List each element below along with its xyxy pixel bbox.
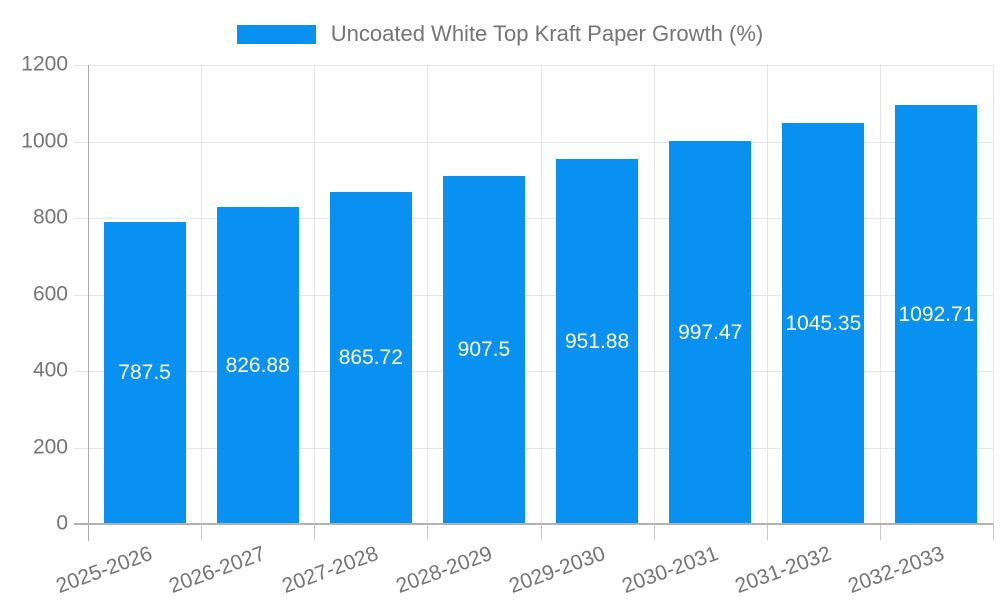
gridline-v <box>201 65 203 524</box>
gridline-v <box>766 65 768 524</box>
x-axis-tick <box>427 524 429 540</box>
x-axis-tick-label: 2025-2026 <box>53 542 156 598</box>
gridline-h <box>74 141 993 143</box>
x-axis-tick-label: 2030-2031 <box>618 542 722 598</box>
gridline-v <box>653 65 655 524</box>
x-axis-tick <box>766 524 768 540</box>
legend-swatch[interactable] <box>236 24 316 44</box>
x-axis-tick <box>993 524 994 540</box>
x-axis-tick-label: 2031-2032 <box>731 542 835 598</box>
bar[interactable] <box>895 105 978 523</box>
bar[interactable] <box>669 141 752 523</box>
x-axis-tick-label: 2028-2029 <box>392 542 495 598</box>
y-axis-tick-label: 1000 <box>21 129 68 153</box>
y-axis-tick-label: 600 <box>32 282 68 306</box>
x-axis-line <box>74 523 993 525</box>
bar[interactable] <box>216 206 299 523</box>
x-axis-tick-label: 2027-2028 <box>279 542 382 598</box>
gridline-h <box>74 371 993 372</box>
gridline-v <box>879 65 881 524</box>
legend[interactable]: Uncoated White Top Kraft Paper Growth (%… <box>0 21 1000 47</box>
gridline-v <box>540 65 542 524</box>
gridline-v <box>427 65 429 524</box>
bar[interactable] <box>103 221 186 523</box>
x-axis-tick <box>653 524 655 540</box>
plot-area: 0 200 400 600 800 1000 1200 787.5 826.88 865.72 90… <box>21 53 994 598</box>
gridline-h <box>74 447 993 449</box>
gridline-h <box>74 294 993 296</box>
gridline-h <box>74 218 993 219</box>
x-axis-tick <box>879 524 881 540</box>
x-axis-tick <box>314 524 316 540</box>
x-axis-tick <box>201 524 203 540</box>
x-axis-tick-label: 2029-2030 <box>505 542 608 598</box>
y-axis-tick-label: 200 <box>32 435 68 459</box>
y-axis-tick-label: 0 <box>56 511 68 535</box>
x-axis-tick-label: 2032-2033 <box>845 542 948 598</box>
gridline-v <box>314 65 316 524</box>
bar[interactable] <box>782 123 865 523</box>
legend-label: Uncoated White Top Kraft Paper Growth (%… <box>330 21 764 46</box>
bar[interactable] <box>329 191 412 523</box>
gridline-v <box>993 65 994 524</box>
x-axis-tick-label: 2026-2027 <box>166 542 269 598</box>
x-axis-tick <box>540 524 542 540</box>
y-axis-line <box>88 65 89 541</box>
bar[interactable] <box>442 175 525 523</box>
y-axis-tick-label: 1200 <box>21 52 68 76</box>
y-axis-tick-label: 800 <box>32 205 68 229</box>
gridline-h <box>74 65 993 66</box>
y-axis-tick-label: 400 <box>32 358 68 382</box>
bar[interactable] <box>556 158 639 523</box>
